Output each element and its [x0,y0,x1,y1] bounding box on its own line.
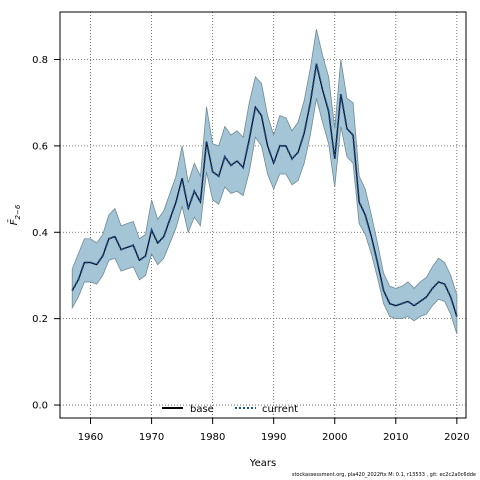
x-tick-label: 2020 [444,432,469,443]
plot-frame [59,11,467,419]
y-tick-label: 0.8 [32,55,48,66]
y-axis-title-group: F̄2−6 [7,204,22,225]
y-axis-title: F̄2−6 [7,204,22,225]
y-tick-label: 0.2 [32,314,48,325]
series-lines [71,63,458,317]
x-tick-label: 2010 [383,432,408,443]
legend-label-base: base [190,404,214,415]
x-tick-label: 1970 [139,432,164,443]
y-tick-label: 0.4 [32,228,48,239]
x-tick-label: 1980 [200,432,225,443]
y-axis-title-subscript: 2−6 [14,204,22,219]
x-axis: 1960 1970 1980 1990 2000 2010 2020 [78,418,470,443]
y-axis: 0.0 0.2 0.4 0.6 0.8 [32,55,60,412]
legend: base current [162,404,298,415]
x-axis-title: Years [249,458,276,469]
x-tick-label: 2000 [322,432,347,443]
y-axis-title-main: F̄ [7,219,20,225]
x-tick-label: 1990 [261,432,286,443]
y-tick-label: 0.0 [32,401,48,412]
y-tick-label: 0.6 [32,141,48,152]
series-line-current [71,63,458,317]
footer-credit: stockassessment.org, pla420_2022ftx M: 0… [291,472,476,478]
x-tick-label: 1960 [78,432,103,443]
legend-label-current: current [262,404,298,415]
